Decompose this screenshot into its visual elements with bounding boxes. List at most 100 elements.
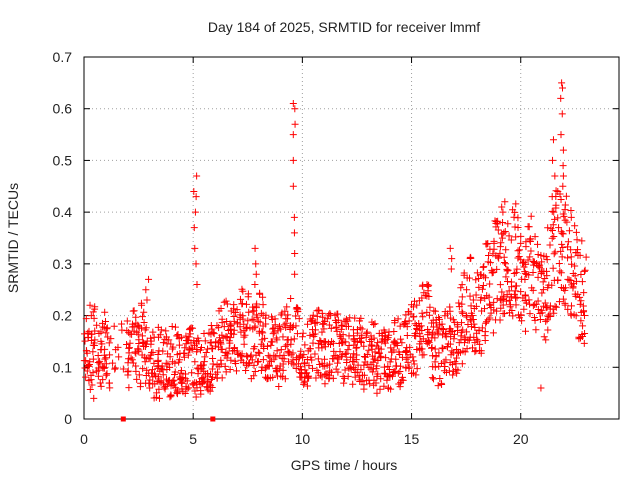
data-point <box>574 290 582 298</box>
data-point <box>396 383 404 391</box>
data-point <box>565 227 573 235</box>
data-point <box>558 79 566 87</box>
data-point <box>360 361 368 369</box>
data-point <box>289 100 297 108</box>
data-point <box>505 296 513 304</box>
data-point <box>387 385 395 393</box>
data-point <box>554 277 562 285</box>
data-point <box>350 350 358 358</box>
data-point <box>501 227 509 235</box>
data-point <box>159 339 167 347</box>
data-point <box>552 204 560 212</box>
data-point <box>281 342 289 350</box>
data-point <box>409 303 417 311</box>
data-point <box>523 270 531 278</box>
data-point <box>221 352 229 360</box>
data-point <box>352 344 360 352</box>
data-point <box>390 328 398 336</box>
data-point <box>497 239 505 247</box>
data-point <box>453 327 461 335</box>
data-point <box>368 352 376 360</box>
data-point <box>356 317 364 325</box>
data-point <box>343 356 351 364</box>
data-point <box>529 302 537 310</box>
data-point <box>559 182 567 190</box>
data-point <box>413 365 421 373</box>
data-point <box>494 226 502 234</box>
data-point <box>524 256 532 264</box>
data-point <box>397 335 405 343</box>
data-point <box>88 381 96 389</box>
data-point <box>227 356 235 364</box>
data-point <box>230 313 238 321</box>
data-point <box>135 371 143 379</box>
data-point <box>318 344 326 352</box>
data-point <box>146 355 154 363</box>
data-point <box>434 382 442 390</box>
data-point <box>571 222 579 230</box>
data-point <box>333 327 341 335</box>
data-point <box>413 346 421 354</box>
data-point <box>502 273 510 281</box>
data-point <box>448 347 456 355</box>
data-point <box>304 320 312 328</box>
data-point <box>477 294 485 302</box>
data-point <box>410 357 418 365</box>
data-point <box>448 255 456 263</box>
data-point <box>341 366 349 374</box>
data-point <box>557 247 565 255</box>
data-point <box>567 311 575 319</box>
data-point <box>501 309 509 317</box>
data-point <box>209 329 217 337</box>
data-point <box>445 367 453 375</box>
data-point <box>531 233 539 241</box>
data-point <box>173 351 181 359</box>
data-point <box>501 198 509 206</box>
data-point <box>175 358 183 366</box>
data-point <box>513 282 521 290</box>
data-point <box>568 260 576 268</box>
data-point <box>270 355 278 363</box>
data-point <box>222 333 230 341</box>
data-point <box>449 371 457 379</box>
data-point <box>576 293 584 301</box>
data-point <box>190 187 198 195</box>
data-point <box>548 281 556 289</box>
data-point <box>444 340 452 348</box>
data-point <box>352 356 360 364</box>
data-point <box>326 367 334 375</box>
data-point <box>538 289 546 297</box>
data-point <box>534 305 542 313</box>
data-point <box>125 328 133 336</box>
y-axis-label: SRMTID / TECUs <box>5 183 21 293</box>
data-point <box>97 382 105 390</box>
data-point <box>252 304 260 312</box>
data-point <box>171 368 179 376</box>
data-point <box>334 368 342 376</box>
data-point <box>496 316 504 324</box>
data-point <box>289 131 297 139</box>
data-point <box>101 318 109 326</box>
data-point <box>87 312 95 320</box>
data-point <box>159 371 167 379</box>
data-point <box>190 224 198 232</box>
data-point <box>335 355 343 363</box>
data-point <box>264 362 272 370</box>
data-point <box>403 323 411 331</box>
data-point <box>481 336 489 344</box>
data-point <box>344 346 352 354</box>
data-point <box>290 335 298 343</box>
data-point <box>90 339 98 347</box>
data-point <box>277 346 285 354</box>
data-point <box>168 345 176 353</box>
data-point <box>251 322 259 330</box>
data-point <box>544 326 552 334</box>
data-point <box>500 253 508 261</box>
data-point <box>496 281 504 289</box>
data-point <box>419 281 427 289</box>
data-point <box>217 360 225 368</box>
data-point <box>105 339 113 347</box>
data-point <box>483 292 491 300</box>
data-point <box>250 361 258 369</box>
data-point <box>380 363 388 371</box>
